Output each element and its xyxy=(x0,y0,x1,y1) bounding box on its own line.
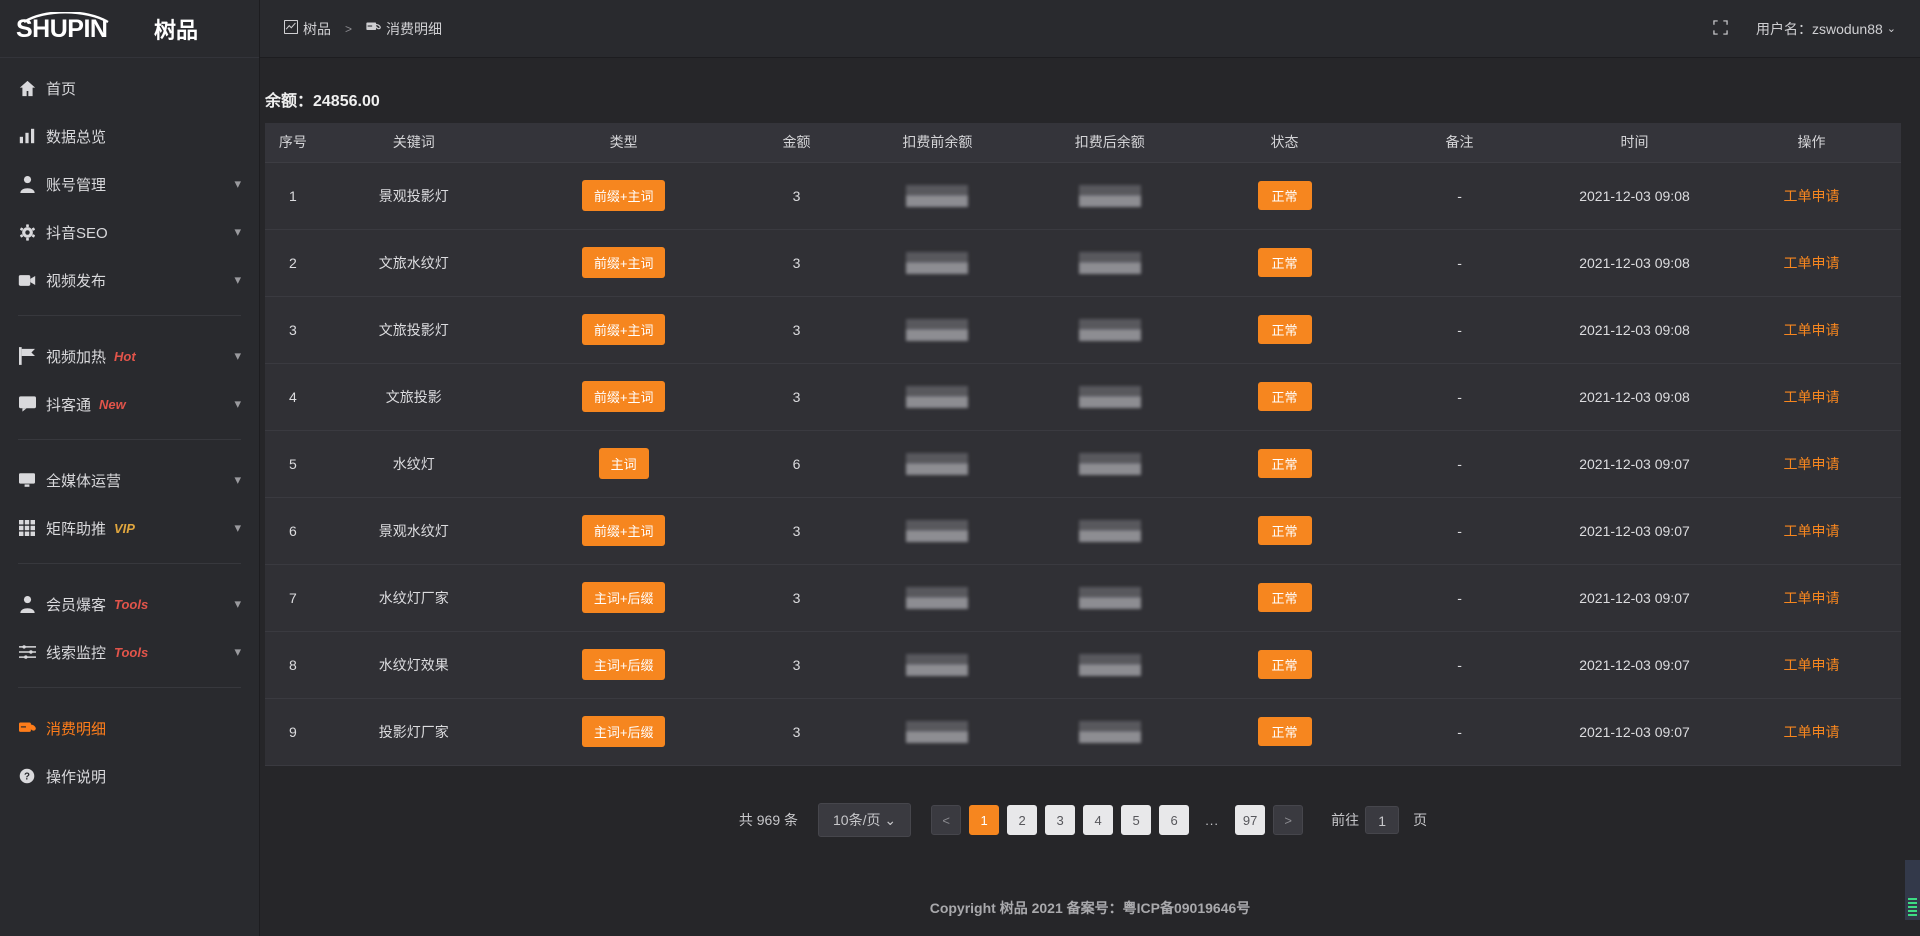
svg-text:?: ? xyxy=(24,772,30,783)
svg-text:树品: 树品 xyxy=(154,18,198,43)
